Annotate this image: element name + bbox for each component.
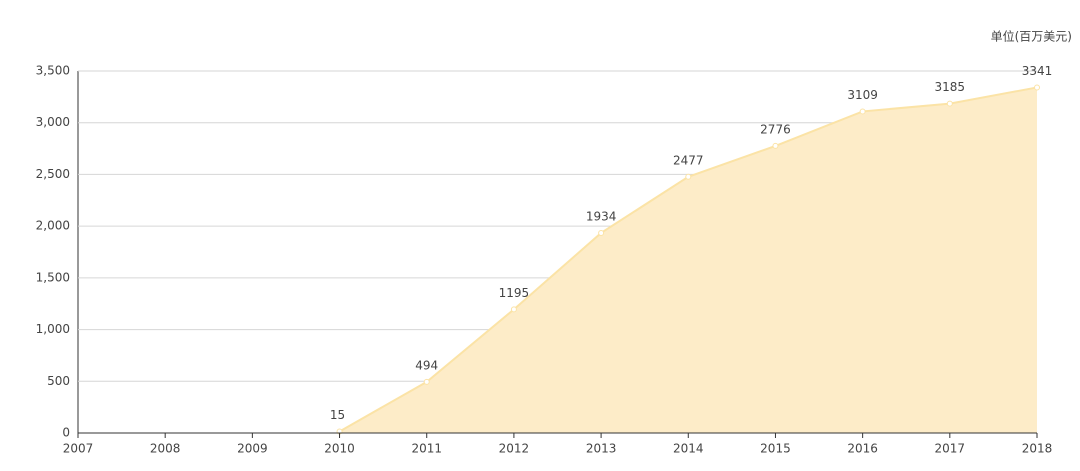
x-tick-label: 2008 <box>150 442 181 456</box>
point <box>510 306 517 313</box>
point <box>423 378 430 385</box>
data-label: 15 <box>330 408 345 422</box>
point <box>946 100 953 107</box>
data-label: 3109 <box>847 88 878 102</box>
point <box>772 142 779 149</box>
y-tick-label: 1,500 <box>36 270 70 284</box>
data-label: 2776 <box>760 122 791 136</box>
x-tick-label: 2010 <box>324 442 355 456</box>
x-tick-label: 2007 <box>63 442 94 456</box>
x-tick-label: 2014 <box>673 442 704 456</box>
x-tick-label: 2011 <box>411 442 442 456</box>
x-tick-label: 2017 <box>935 442 966 456</box>
data-label: 3185 <box>935 80 966 94</box>
x-tick-label: 2012 <box>499 442 530 456</box>
point <box>685 173 692 180</box>
data-label: 494 <box>415 358 438 372</box>
x-tick-label: 2009 <box>237 442 268 456</box>
x-tick-label: 2016 <box>847 442 878 456</box>
data-label: 2477 <box>673 153 704 167</box>
y-tick-label: 500 <box>47 374 70 388</box>
x-tick-label: 2015 <box>760 442 791 456</box>
point <box>598 229 605 236</box>
data-label: 3341 <box>1022 64 1053 78</box>
point <box>1034 84 1040 91</box>
x-tick-label: 2018 <box>1022 442 1053 456</box>
y-tick-label: 0 <box>62 426 70 440</box>
y-tick-label: 2,500 <box>36 167 70 181</box>
x-tick-label: 2013 <box>586 442 617 456</box>
y-tick-label: 3,500 <box>36 64 70 78</box>
y-tick-label: 1,000 <box>36 322 70 336</box>
point <box>859 108 866 115</box>
data-label: 1195 <box>499 286 530 300</box>
y-tick-label: 2,000 <box>36 219 70 233</box>
data-label: 1934 <box>586 209 617 223</box>
area <box>339 87 1038 434</box>
unit-label: 单位(百万美元) <box>991 29 1072 44</box>
y-tick-label: 3,000 <box>36 115 70 129</box>
